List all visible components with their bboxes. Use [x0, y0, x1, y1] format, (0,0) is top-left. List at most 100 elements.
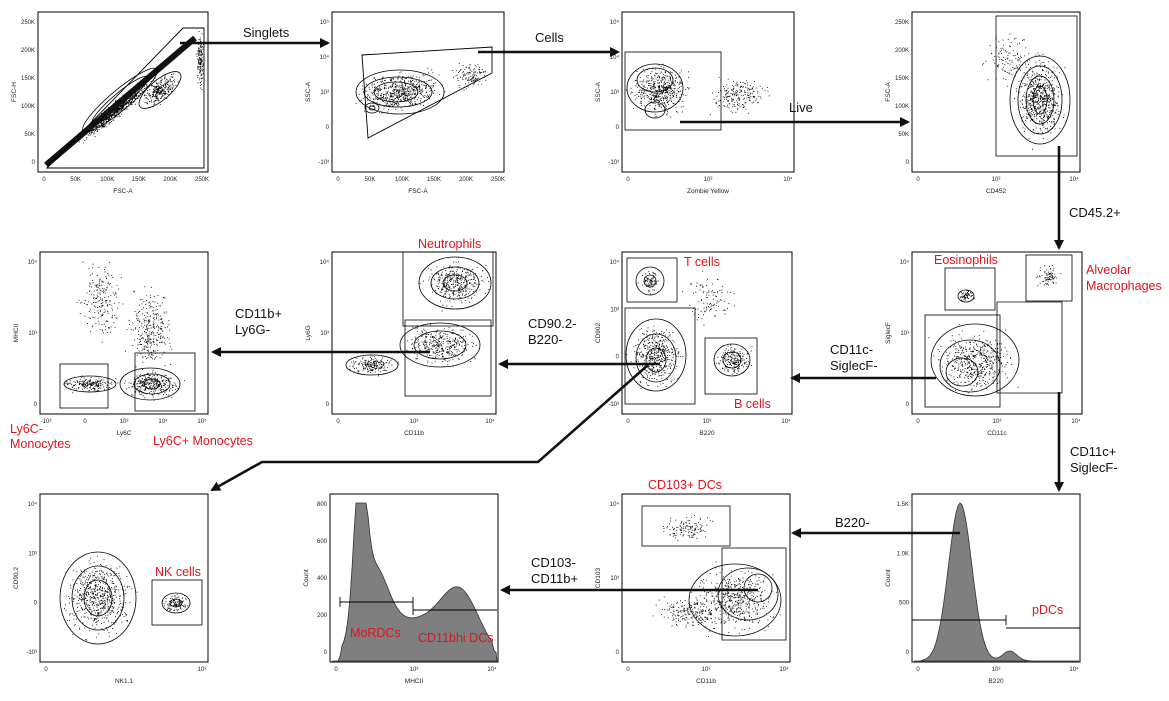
y-tick-p4: 100K [895, 104, 909, 110]
x-tick-p4: 0 [916, 177, 920, 183]
x-tick-p3: 10³ [704, 177, 713, 183]
label-cells: Cells [535, 30, 564, 45]
x-tick-p7: 0 [626, 419, 630, 425]
x-tick-p3: 10⁴ [783, 176, 793, 183]
population-labels: Neutrophils T cells B cells Eosinophils … [10, 237, 1162, 645]
x-tick-p2: 50K [365, 177, 376, 183]
y-tick-p9: -10³ [26, 650, 37, 656]
y-tick-p7: 10⁴ [610, 259, 620, 266]
x-tick-p10: 0 [334, 667, 338, 673]
pop-mordcs: MoRDCs [350, 626, 401, 640]
y-tick-p10: 0 [324, 650, 328, 656]
x-axis-title-p1: FSC-A [113, 188, 133, 195]
y-tick-p10: 600 [317, 539, 328, 545]
y-tick-p7: 0 [616, 355, 620, 361]
y-tick-p1: 150K [21, 76, 35, 82]
y-tick-p4: 50K [898, 132, 909, 138]
y-tick-p3: 0 [616, 125, 620, 131]
y-tick-p12: 500 [899, 601, 910, 607]
y-tick-p5: 10³ [28, 331, 37, 337]
x-axis-title-p10: MHCII [405, 678, 424, 685]
x-axis-title-p3: Zombie Yellow [687, 188, 729, 195]
label-b220-neg: B220- [835, 515, 870, 530]
x-tick-p10: 10⁴ [487, 666, 497, 673]
plot-cd11b-ly6g [332, 252, 496, 414]
y-tick-p4: 250K [895, 20, 909, 26]
x-tick-p2: 150K [427, 177, 441, 183]
x-axis-title-p5: Ly6C [117, 430, 132, 437]
x-tick-p1: 250K [195, 177, 209, 183]
y-tick-p2: 10³ [320, 90, 329, 96]
y-tick-p9: 0 [34, 601, 38, 607]
y-tick-p7: -10³ [608, 402, 619, 408]
y-axis-title-p5: MHCII [13, 324, 20, 343]
y-axis-title-p4: FSC-A [885, 82, 892, 102]
pop-b-cells: B cells [734, 397, 771, 411]
y-tick-p8: 10³ [900, 331, 909, 337]
y-axis-title-p9: CD90.2 [13, 567, 20, 589]
x-tick-p4: 10³ [992, 177, 1001, 183]
plot-zombie-live [622, 12, 794, 172]
label-cd90-neg-2: B220- [528, 332, 563, 347]
y-tick-p1: 200K [21, 48, 35, 54]
y-tick-p1: 50K [24, 132, 35, 138]
y-tick-p1: 100K [21, 104, 35, 110]
x-tick-p8: 0 [916, 419, 920, 425]
x-tick-p2: 100K [395, 177, 409, 183]
label-cd11b-pos-1: CD11b+ [235, 306, 282, 321]
label-cd90-neg-1: CD90.2- [528, 316, 576, 331]
label-cd11c-pos-2: SiglecF- [1070, 460, 1118, 475]
y-tick-p3: 10³ [610, 90, 619, 96]
x-tick-p1: 150K [132, 177, 146, 183]
x-axis-title-p6: CD11b [404, 430, 424, 437]
x-tick-p2: 200K [459, 177, 473, 183]
x-tick-p2: 250K [491, 177, 505, 183]
x-tick-p5: 10³ [120, 419, 129, 425]
pop-t-cells: T cells [684, 255, 720, 269]
pop-nk-cells: NK cells [155, 565, 201, 579]
y-tick-p10: 800 [317, 502, 328, 508]
x-axis-title-p2: FSC-A [408, 188, 428, 195]
y-tick-p9: 10⁴ [28, 501, 38, 508]
pop-ly6c-neg-2: Monocytes [10, 437, 70, 451]
y-axis-title-p10: Count [303, 569, 310, 587]
y-tick-p5: 0 [34, 402, 38, 408]
flow-text: Singlets Cells Live CD45.2+ CD11c- Sigle… [235, 25, 1121, 586]
y-tick-p8: 10⁴ [900, 259, 910, 266]
y-tick-p4: 200K [895, 48, 909, 54]
x-tick-p3: 0 [626, 177, 630, 183]
y-tick-p6: 10³ [320, 331, 329, 337]
pop-neutrophils: Neutrophils [418, 237, 481, 251]
x-tick-p4: 10⁴ [1069, 176, 1079, 183]
y-axis-title-p7: CD902 [595, 322, 602, 343]
label-cd11c-neg-2: SiglecF- [830, 358, 878, 373]
y-axis-title-p11: CD103 [595, 567, 602, 588]
y-tick-p9: 10³ [28, 551, 37, 557]
y-tick-p3: 10⁵ [610, 19, 620, 26]
label-cd11c-pos-1: CD11c+ [1070, 444, 1116, 459]
y-axis-title-p6: Ly6G [305, 325, 312, 340]
label-singlets: Singlets [243, 25, 290, 40]
x-tick-p12: 0 [916, 667, 920, 673]
label-cd11b-pos-2: Ly6G- [235, 322, 270, 337]
y-tick-p5: 10⁴ [28, 259, 38, 266]
y-axis-title-p12: Count [885, 569, 892, 587]
label-cd11c-neg-1: CD11c- [830, 342, 873, 357]
x-tick-p6: 0 [336, 419, 340, 425]
y-tick-p7: 10³ [610, 307, 619, 313]
y-axis-title-p8: SiglecF [885, 322, 892, 344]
x-tick-p8: 10³ [993, 419, 1002, 425]
plot-ly6c-mhcii [40, 252, 208, 414]
y-tick-p6: 0 [326, 402, 330, 408]
label-cd103-neg-2: CD11b+ [531, 571, 578, 586]
y-tick-p1: 0 [32, 160, 36, 166]
x-tick-p1: 100K [100, 177, 114, 183]
x-tick-p7: 10³ [703, 419, 712, 425]
y-axis-title-p2: SSC-A [305, 81, 312, 102]
x-axis-title-p9: NK1.1 [115, 678, 133, 685]
y-tick-p4: 150K [895, 76, 909, 82]
x-tick-p8: 10⁴ [1071, 418, 1081, 425]
pop-ly6c-neg-1: Ly6C- [10, 422, 43, 436]
